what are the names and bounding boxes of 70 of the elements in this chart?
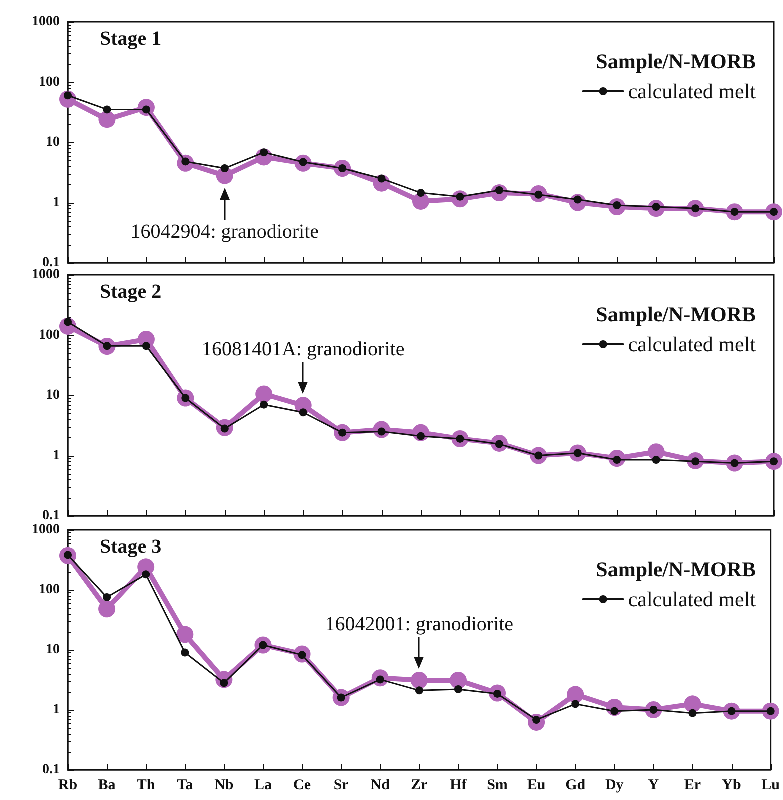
y-tick-label: 1000 [32,522,60,538]
annotation: 16042904: granodiorite [130,220,320,243]
point [567,686,584,704]
legend-title: Sample/N-MORB [596,558,756,582]
x-tick-label: Rb [58,778,78,794]
x-tick-label: Nb [214,778,234,794]
point [299,408,308,417]
point [98,600,116,618]
y-tick-label: 100 [39,582,60,598]
point [688,709,697,718]
point [142,570,150,579]
y-tick-label: 100 [39,74,60,90]
legend-title: Sample/N-MORB [596,50,756,74]
legend-label: calculated melt [628,80,756,104]
y-tick-label: 10 [46,642,60,658]
annotation: 16042001: granodiorite [325,614,514,636]
chart-title: Stage 1 [100,28,162,50]
point [260,148,268,157]
y-tick-label: 10 [46,135,60,150]
x-tick-label: Gd [566,778,586,794]
x-tick-label: Sm [487,778,508,794]
point [103,594,112,602]
point [415,686,424,695]
x-tick-label: Nd [370,778,391,794]
x-tick-label: Lu [762,778,780,794]
point [454,685,462,694]
x-tick-label: Dy [605,778,624,794]
point [410,672,428,690]
x-tick-label: Th [136,778,156,794]
x-tick-label: Hf [450,778,468,794]
chart-title: Stage 2 [100,281,162,303]
x-tick-label: Ba [98,778,116,794]
annotation: 16081401A: granodiorite [202,338,405,361]
y-tick-label: 0.1 [42,256,60,270]
point [256,386,273,403]
point [450,672,467,690]
point [176,626,194,644]
legend-label: calculated melt [628,588,756,612]
point [220,164,229,173]
y-tick-label: 1000 [32,268,60,282]
x-tick-label: Y [648,778,660,794]
x-tick-label: Eu [527,778,546,794]
x-tick-label: Yb [722,778,742,794]
y-tick-label: 0.1 [42,508,60,524]
point [417,189,425,198]
point [98,111,116,128]
legend-title: Sample/N-MORB [596,302,756,326]
y-tick-label: 10 [46,388,60,403]
y-tick-label: 0.1 [42,762,60,778]
x-tick-label: Er [684,778,702,794]
point [572,700,580,708]
x-tick-label: Ce [294,778,312,794]
y-tick-label: 1 [53,448,60,464]
point [684,696,702,713]
y-tick-label: 1 [53,195,60,210]
x-tick-label: Sr [334,778,350,794]
point [181,648,190,657]
chart-title: Stage 3 [100,536,162,558]
x-tick-label: Zr [411,778,428,794]
y-tick-label: 1000 [32,14,60,30]
point [103,106,112,114]
point [142,342,150,350]
point [378,174,386,183]
x-tick-label: La [254,778,272,794]
y-tick-label: 1 [53,702,60,718]
x-tick-label: Ta [177,778,194,794]
point [260,400,268,409]
legend-label: calculated melt [628,332,756,356]
point [652,456,660,464]
y-tick-label: 100 [39,328,60,343]
